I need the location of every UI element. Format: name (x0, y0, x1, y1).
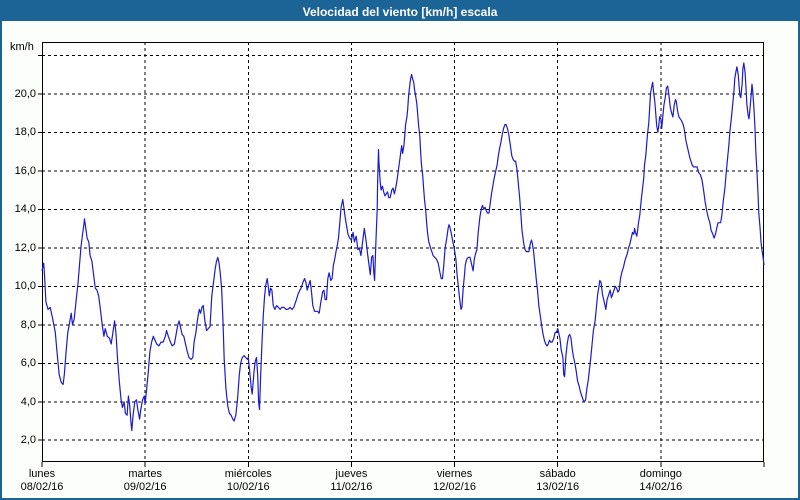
x-day-label: jueves 11/02/16 (296, 468, 406, 494)
y-tick-label: 4,0 (20, 395, 36, 408)
day-name: sábado (539, 468, 576, 480)
x-day-label: domingo 14/02/16 (606, 468, 716, 494)
plot-border (42, 42, 764, 462)
y-tick-label: 16,0 (14, 164, 36, 177)
y-tick-label: 2,0 (20, 434, 36, 447)
day-date: 09/02/16 (123, 481, 167, 493)
day-date: 08/02/16 (20, 481, 64, 493)
day-date: 10/02/16 (226, 481, 270, 493)
y-tick-label: 10,0 (14, 280, 36, 293)
y-tick-label: 12,0 (14, 241, 36, 254)
plot-background (42, 42, 764, 462)
x-day-label: martes 09/02/16 (90, 468, 200, 494)
x-day-label: miércoles 10/02/16 (193, 468, 303, 494)
title-bar: Velocidad del viento [km/h] escala (2, 2, 798, 21)
wind-speed-series (41, 62, 765, 432)
x-day-label: sábado 13/02/16 (503, 468, 613, 494)
y-tick-label: 8,0 (20, 318, 36, 331)
x-day-label: lunes 08/02/16 (2, 468, 97, 494)
day-name: domingo (639, 468, 682, 480)
day-name: martes (128, 468, 162, 480)
day-name: viernes (436, 468, 473, 480)
window-title: Velocidad del viento [km/h] escala (302, 4, 498, 19)
day-date: 12/02/16 (433, 481, 476, 493)
day-date: 13/02/16 (536, 481, 580, 493)
day-name: jueves (335, 468, 368, 480)
y-tick-label: 14,0 (14, 203, 36, 216)
wind-speed-line-chart (38, 42, 765, 467)
day-name: lunes (28, 468, 56, 480)
y-tick-label: 18,0 (14, 126, 36, 139)
day-date: 14/02/16 (639, 481, 683, 493)
y-tick-label: 20,0 (14, 87, 36, 100)
y-tick-label: 6,0 (20, 357, 36, 370)
y-axis-unit-label: km/h (10, 41, 34, 53)
day-name: miércoles (224, 468, 272, 480)
day-date: 11/02/16 (330, 481, 373, 493)
x-day-label: viernes 12/02/16 (400, 468, 510, 494)
